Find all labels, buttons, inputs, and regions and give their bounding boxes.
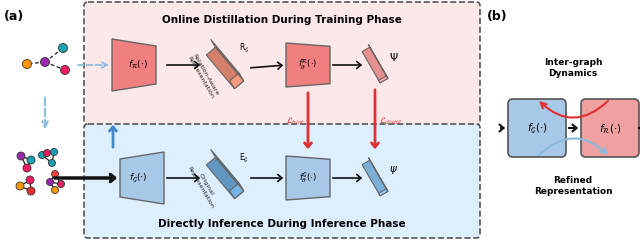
Circle shape	[58, 44, 67, 53]
Polygon shape	[112, 39, 156, 91]
Polygon shape	[286, 156, 330, 200]
Text: $\mathrm{R}_{\mathcal{G}}$: $\mathrm{R}_{\mathcal{G}}$	[239, 42, 250, 55]
Text: Original
Representation: Original Representation	[186, 163, 220, 209]
Polygon shape	[369, 158, 388, 191]
Polygon shape	[362, 160, 388, 196]
Polygon shape	[379, 189, 388, 196]
Circle shape	[51, 187, 58, 194]
Text: Refined
Representation: Refined Representation	[534, 176, 612, 196]
Text: $f_{\theta}^{\mathcal{R}}(\cdot)$: $f_{\theta}^{\mathcal{R}}(\cdot)$	[298, 58, 317, 72]
Circle shape	[44, 150, 51, 157]
Text: Online Distillation During Training Phase: Online Distillation During Training Phas…	[162, 15, 402, 25]
FancyBboxPatch shape	[581, 99, 639, 157]
Text: (b): (b)	[487, 10, 508, 23]
Polygon shape	[230, 183, 244, 199]
Polygon shape	[206, 157, 244, 199]
Circle shape	[51, 171, 58, 177]
Polygon shape	[230, 73, 244, 89]
Circle shape	[23, 164, 31, 172]
Circle shape	[26, 176, 34, 184]
Circle shape	[17, 152, 25, 160]
Text: $f_{\mathcal{R}}(\cdot)$: $f_{\mathcal{R}}(\cdot)$	[598, 122, 621, 136]
Circle shape	[16, 182, 24, 190]
Circle shape	[58, 181, 65, 188]
Text: Directly Inference During Inference Phase: Directly Inference During Inference Phas…	[158, 219, 406, 229]
Text: $\mathcal{L}_{distill}$: $\mathcal{L}_{distill}$	[379, 115, 403, 127]
Polygon shape	[369, 45, 388, 78]
Text: (a): (a)	[4, 10, 24, 23]
Circle shape	[27, 156, 35, 164]
Polygon shape	[211, 39, 244, 81]
Text: $f_{\mathcal{G}}(\cdot)$: $f_{\mathcal{G}}(\cdot)$	[129, 172, 147, 184]
Text: $f_{\theta}^{\mathcal{G}}(\cdot)$: $f_{\theta}^{\mathcal{G}}(\cdot)$	[299, 171, 317, 185]
FancyBboxPatch shape	[84, 124, 480, 238]
Circle shape	[61, 66, 70, 75]
Text: $\mathcal{L}_{hint}$: $\mathcal{L}_{hint}$	[285, 115, 305, 127]
Circle shape	[51, 149, 58, 156]
Circle shape	[40, 58, 49, 67]
Text: $\mathrm{E}_{\mathcal{G}}$: $\mathrm{E}_{\mathcal{G}}$	[239, 152, 249, 166]
Text: $\psi$: $\psi$	[389, 164, 398, 176]
Polygon shape	[206, 47, 244, 89]
Circle shape	[22, 60, 31, 68]
Circle shape	[27, 187, 35, 195]
Polygon shape	[120, 152, 164, 204]
Text: $f_{\mathcal{R}}(\cdot)$: $f_{\mathcal{R}}(\cdot)$	[128, 59, 148, 71]
FancyBboxPatch shape	[84, 2, 480, 125]
Circle shape	[38, 151, 45, 159]
Text: $f_{\mathcal{G}}(\cdot)$: $f_{\mathcal{G}}(\cdot)$	[527, 122, 547, 136]
Circle shape	[49, 159, 56, 166]
Polygon shape	[211, 149, 244, 191]
Polygon shape	[379, 76, 388, 83]
Text: Inter-graph
Dynamics: Inter-graph Dynamics	[544, 58, 602, 78]
Polygon shape	[286, 43, 330, 87]
Circle shape	[47, 179, 54, 186]
Polygon shape	[362, 47, 388, 83]
Text: Relation-Aware
Representation: Relation-Aware Representation	[186, 53, 220, 99]
FancyBboxPatch shape	[508, 99, 566, 157]
Text: $\Psi$: $\Psi$	[389, 51, 399, 63]
